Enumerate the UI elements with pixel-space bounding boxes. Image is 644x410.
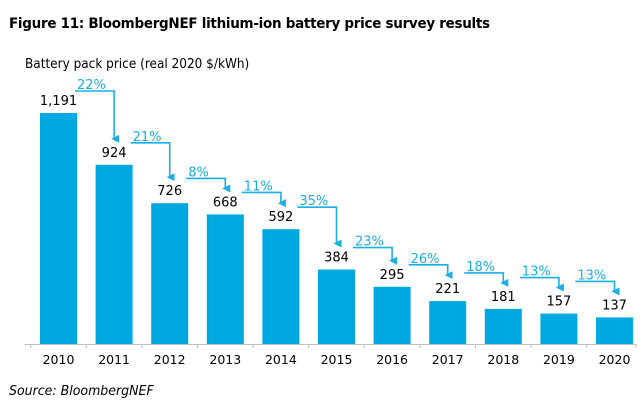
bar-2018 [484,308,522,344]
data-label: 384 [324,251,349,266]
data-label: 295 [380,268,405,283]
decline-arrow [575,280,620,296]
x-tick-label: 2016 [376,352,408,367]
decline-label: 8% [188,165,209,180]
bar-2017 [429,301,467,344]
decline-label: 35% [299,194,328,209]
decline-annotation: 22% [75,78,120,143]
x-tick-label: 2020 [599,352,631,367]
data-label: 924 [102,146,127,161]
decline-arrow [186,177,231,193]
bar-2011 [95,164,133,344]
data-label: 137 [602,298,627,313]
x-tick-label: 2011 [98,352,130,367]
bar-2012 [151,203,189,344]
x-tick-label: 2019 [543,352,575,367]
bar-2019 [540,313,578,344]
decline-annotation: 18% [464,260,509,287]
decline-label: 18% [466,260,495,275]
decline-annotation: 8% [186,165,231,193]
decline-annotation: 21% [130,130,175,182]
bar-2020 [596,317,633,344]
chart-title: Figure 11: BloombergNEF lithium-ion batt… [9,16,490,32]
decline-label: 11% [244,179,273,194]
source-note: Source: BloombergNEF [9,383,154,399]
data-label: 181 [491,290,516,305]
data-label: 726 [157,184,182,199]
decline-label: 13% [522,265,551,280]
x-tick-label: 2013 [209,352,241,367]
bar-2015 [318,269,355,344]
decline-arrow [130,141,175,182]
bar-2013 [206,214,244,344]
x-tick-label: 2015 [321,352,353,367]
x-tick-label: 2012 [154,352,186,367]
decline-label: 23% [355,235,384,250]
x-tick-label: 2018 [487,352,519,367]
y-axis-label: Battery pack price (real 2020 $/kWh) [25,57,250,72]
decline-arrow [408,263,453,280]
decline-annotation: 23% [353,235,398,265]
data-label: 592 [268,210,293,225]
decline-label: 13% [577,268,606,283]
bar-2010 [40,113,77,344]
decline-annotation: 13% [575,268,620,296]
decline-arrow [353,246,398,265]
data-label: 157 [546,295,571,310]
x-tick-label: 2017 [432,352,464,367]
decline-annotation: 13% [519,265,564,292]
decline-label: 26% [411,252,440,267]
data-label: 668 [213,195,238,210]
bar-2016 [373,286,411,344]
decline-annotation: 11% [241,179,286,208]
bar-2014 [262,229,300,344]
decline-arrow [297,206,342,248]
decline-annotation: 26% [408,252,453,280]
decline-arrow [519,276,564,292]
decline-label: 21% [133,130,162,145]
data-label: 1,191 [40,94,77,109]
x-tick-label: 2010 [43,352,75,367]
data-label: 221 [435,282,460,297]
decline-arrow [241,191,286,208]
decline-arrow [464,272,509,287]
x-tick-label: 2014 [265,352,297,367]
decline-annotation: 35% [297,194,342,248]
decline-arrow [75,90,120,143]
decline-label: 22% [77,78,106,93]
